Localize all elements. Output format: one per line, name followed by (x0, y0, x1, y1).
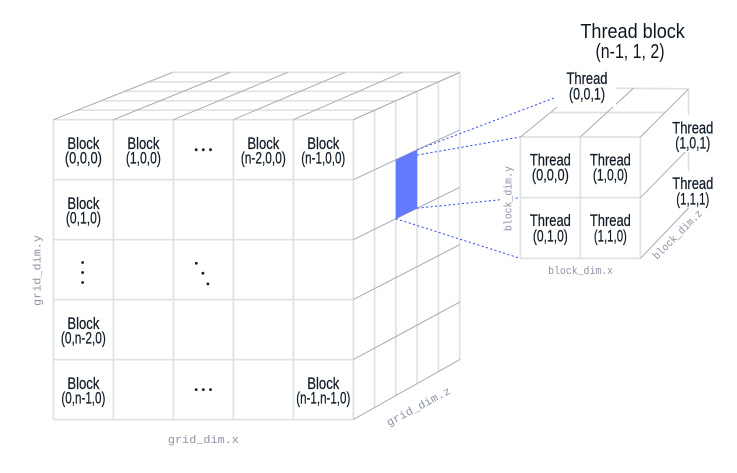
svg-text:(n-1,n-1,0): (n-1,n-1,0) (296, 388, 350, 407)
svg-text:Thread: Thread (672, 174, 713, 193)
svg-text:(1,0,1): (1,0,1) (675, 134, 710, 153)
svg-text:Thread: Thread (530, 211, 571, 230)
svg-text:Block: Block (67, 134, 99, 153)
svg-text:(0,0,0): (0,0,0) (65, 148, 102, 167)
svg-text:Block: Block (67, 314, 99, 333)
svg-text:Block: Block (67, 194, 99, 213)
svg-text:block_dim.x: block_dim.x (548, 266, 613, 278)
svg-text:Thread: Thread (567, 69, 608, 88)
svg-text:(1,0,0): (1,0,0) (593, 166, 628, 185)
svg-text:(0,0,0): (0,0,0) (532, 166, 569, 185)
svg-text:(1,1,1): (1,1,1) (676, 190, 709, 209)
svg-text:(0,n-2,0): (0,n-2,0) (61, 328, 106, 347)
svg-text:Thread: Thread (590, 150, 631, 169)
svg-text:grid_dim.y: grid_dim.y (33, 235, 45, 306)
svg-text:block_dim.y: block_dim.y (503, 166, 515, 231)
svg-text:(0,n-1,0): (0,n-1,0) (61, 388, 105, 407)
svg-text:Thread: Thread (672, 118, 713, 137)
svg-text:Block: Block (307, 134, 339, 153)
svg-text:Thread: Thread (530, 150, 571, 169)
svg-text:Block: Block (247, 134, 279, 153)
svg-text:Block: Block (67, 374, 99, 393)
svg-text:(0,1,0): (0,1,0) (66, 208, 101, 227)
svg-text:Thread block: Thread block (580, 20, 685, 43)
svg-text:Block: Block (127, 134, 159, 153)
svg-text:(1,1,0): (1,1,0) (594, 226, 627, 245)
svg-text:Block: Block (307, 374, 339, 393)
svg-text:Thread: Thread (590, 211, 631, 230)
svg-text:(0,1,0): (0,1,0) (533, 226, 568, 245)
svg-text:(n-1, 1, 2): (n-1, 1, 2) (596, 40, 665, 63)
svg-text:(n-2,0,0): (n-2,0,0) (241, 148, 286, 167)
svg-text:(1,0,0): (1,0,0) (126, 148, 161, 167)
svg-text:(n-1,0,0): (n-1,0,0) (301, 148, 345, 167)
svg-text:grid_dim.x: grid_dim.x (168, 435, 239, 447)
svg-text:(0,0,1): (0,0,1) (569, 84, 605, 103)
